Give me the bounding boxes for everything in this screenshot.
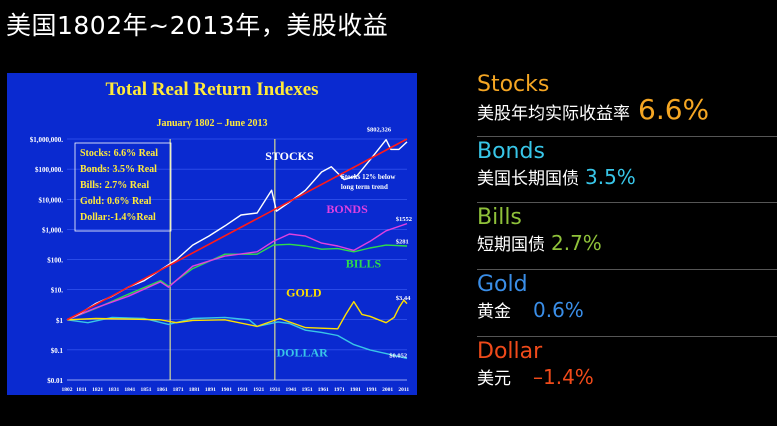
- legend-return-value: 2.7%: [551, 231, 602, 255]
- x-tick-label: 1981: [350, 387, 361, 393]
- x-tick-label: 2011: [398, 387, 409, 393]
- legend-desc-text: 美元: [477, 369, 511, 389]
- period-divider-lines: [169, 139, 276, 380]
- series-line-bonds: [66, 222, 408, 321]
- series-name-bonds: BONDS: [326, 202, 368, 216]
- legend-description: 黄金 0.6%: [477, 297, 777, 325]
- x-tick-label: 1991: [366, 387, 377, 393]
- x-tick-label: 1802: [62, 387, 73, 393]
- y-tick-label: $0.01: [47, 377, 63, 385]
- legend-asset-name: Bills: [477, 205, 522, 230]
- legend-divider: [477, 202, 777, 203]
- x-tick-label: 2001: [382, 387, 393, 393]
- series-name-gold: GOLD: [286, 285, 322, 299]
- x-tick-label: 1871: [173, 387, 184, 393]
- series-name-bills: BILLS: [346, 256, 382, 270]
- stats-box: Stocks: 6.6% Real Bonds: 3.5% Real Bills: …: [74, 142, 172, 232]
- x-tick-label: 1931: [269, 387, 280, 393]
- legend-desc-text: 黄金: [477, 302, 511, 322]
- trend-note-line: Stocks 12% below: [341, 173, 396, 181]
- end-value-gold: $3.44: [396, 295, 411, 302]
- page-heading: 美国1802年~2013年，美股收益: [6, 11, 389, 40]
- x-tick-label: 1891: [205, 387, 216, 393]
- legend-description: 短期国债 2.7%: [477, 230, 777, 258]
- x-tick-label: 1941: [285, 387, 296, 393]
- x-tick-label: 1881: [189, 387, 200, 393]
- legend-description: 美股年均实际收益率 6.6%: [477, 96, 777, 127]
- stats-line: Bonds: 3.5% Real: [80, 164, 157, 175]
- y-tick-label: $100.: [47, 257, 63, 265]
- legend-item-stocks: Stocks 美股年均实际收益率 6.6%: [477, 73, 777, 127]
- y-axis-ticks: $1,000,000. $100,000. $10,000. $1,000. $100.…: [30, 136, 64, 385]
- x-tick-label: 1951: [302, 387, 313, 393]
- series-line-dollar: [66, 316, 408, 360]
- legend-return-value: 0.6%: [533, 298, 584, 322]
- x-tick-label: 1901: [221, 387, 232, 393]
- trend-note-line: long term trend: [341, 183, 388, 191]
- legend-asset-name: Stocks: [477, 72, 550, 97]
- x-tick-label: 1811: [76, 387, 87, 393]
- legend-divider: [477, 336, 777, 337]
- x-tick-label: 1841: [124, 387, 135, 393]
- series-line-trend: [66, 138, 408, 321]
- stats-box-frame: [74, 142, 172, 232]
- end-value-bills: $281: [396, 238, 409, 245]
- y-tick-label: $10.: [51, 287, 64, 295]
- series-line-gold: [66, 299, 408, 330]
- y-tick-label: $1: [56, 317, 64, 325]
- end-value-stocks: $802,326: [367, 126, 392, 133]
- series-name-stocks: STOCKS: [265, 149, 314, 163]
- stats-line: Dollar:-1.4%Real: [80, 212, 156, 223]
- legend-description: 美元 –1.4%: [477, 364, 777, 392]
- legend-item-gold: Gold 黄金 0.6%: [477, 273, 777, 325]
- trend-note: Stocks 12% below long term trend: [341, 173, 396, 191]
- chart-panel: Total Real Return Indexes January 1802 –…: [7, 73, 417, 395]
- legend-asset-name: Bonds: [477, 139, 545, 164]
- legend-desc-text: 美股年均实际收益率: [477, 104, 630, 124]
- series-labels: STOCKS $802,326 BONDS $1552 BILLS $281 GOLD $3.…: [265, 126, 412, 359]
- legend-asset-name: Dollar: [477, 339, 543, 364]
- legend-description: 美国长期国债 3.5%: [477, 164, 777, 192]
- stats-line: Bills: 2.7% Real: [80, 180, 149, 191]
- series-line-bills: [66, 243, 408, 321]
- x-tick-label: 1961: [318, 387, 329, 393]
- legend-return-value: 3.5%: [585, 165, 636, 189]
- legend-item-bonds: Bonds 美国长期国债 3.5%: [477, 140, 777, 192]
- end-value-bonds: $1552: [396, 216, 412, 223]
- x-tick-label: 1821: [92, 387, 103, 393]
- chart-svg: Total Real Return Indexes January 1802 –…: [30, 79, 412, 393]
- series-name-dollar: DOLLAR: [276, 346, 328, 360]
- series-lines: [66, 138, 408, 360]
- x-axis-ticks: 1802 1811 1821 1831 1841 1851 1861 1871 1881 1891…: [62, 387, 410, 393]
- stats-line: Gold: 0.6% Real: [80, 196, 152, 207]
- stats-line: Stocks: 6.6% Real: [80, 148, 158, 159]
- legend-return-value: –1.4%: [533, 365, 594, 389]
- x-tick-label: 1921: [253, 387, 264, 393]
- legend-item-bills: Bills 短期国债 2.7%: [477, 206, 777, 258]
- legend-divider: [477, 136, 777, 137]
- y-tick-label: $0.1: [51, 347, 64, 355]
- legend-item-dollar: Dollar 美元 –1.4%: [477, 340, 777, 392]
- x-tick-label: 1831: [108, 387, 119, 393]
- end-value-dollar: $0.052: [389, 353, 407, 360]
- y-tick-label: $10,000.: [39, 196, 64, 204]
- y-tick-label: $1,000.: [42, 226, 63, 234]
- legend-divider: [477, 269, 777, 270]
- chart-subtitle: January 1802 – June 2013: [156, 118, 267, 129]
- x-tick-label: 1861: [157, 387, 168, 393]
- legend-desc-text: 短期国债: [477, 235, 545, 255]
- chart-title: Total Real Return Indexes: [105, 79, 318, 100]
- x-tick-label: 1911: [237, 387, 248, 393]
- legend-desc-text: 美国长期国债: [477, 169, 579, 189]
- y-tick-label: $1,000,000.: [30, 136, 64, 144]
- legend-asset-name: Gold: [477, 272, 528, 297]
- x-tick-label: 1971: [334, 387, 345, 393]
- x-tick-label: 1851: [140, 387, 151, 393]
- legend-return-value: 6.6%: [638, 93, 710, 126]
- y-tick-label: $100,000.: [35, 166, 63, 174]
